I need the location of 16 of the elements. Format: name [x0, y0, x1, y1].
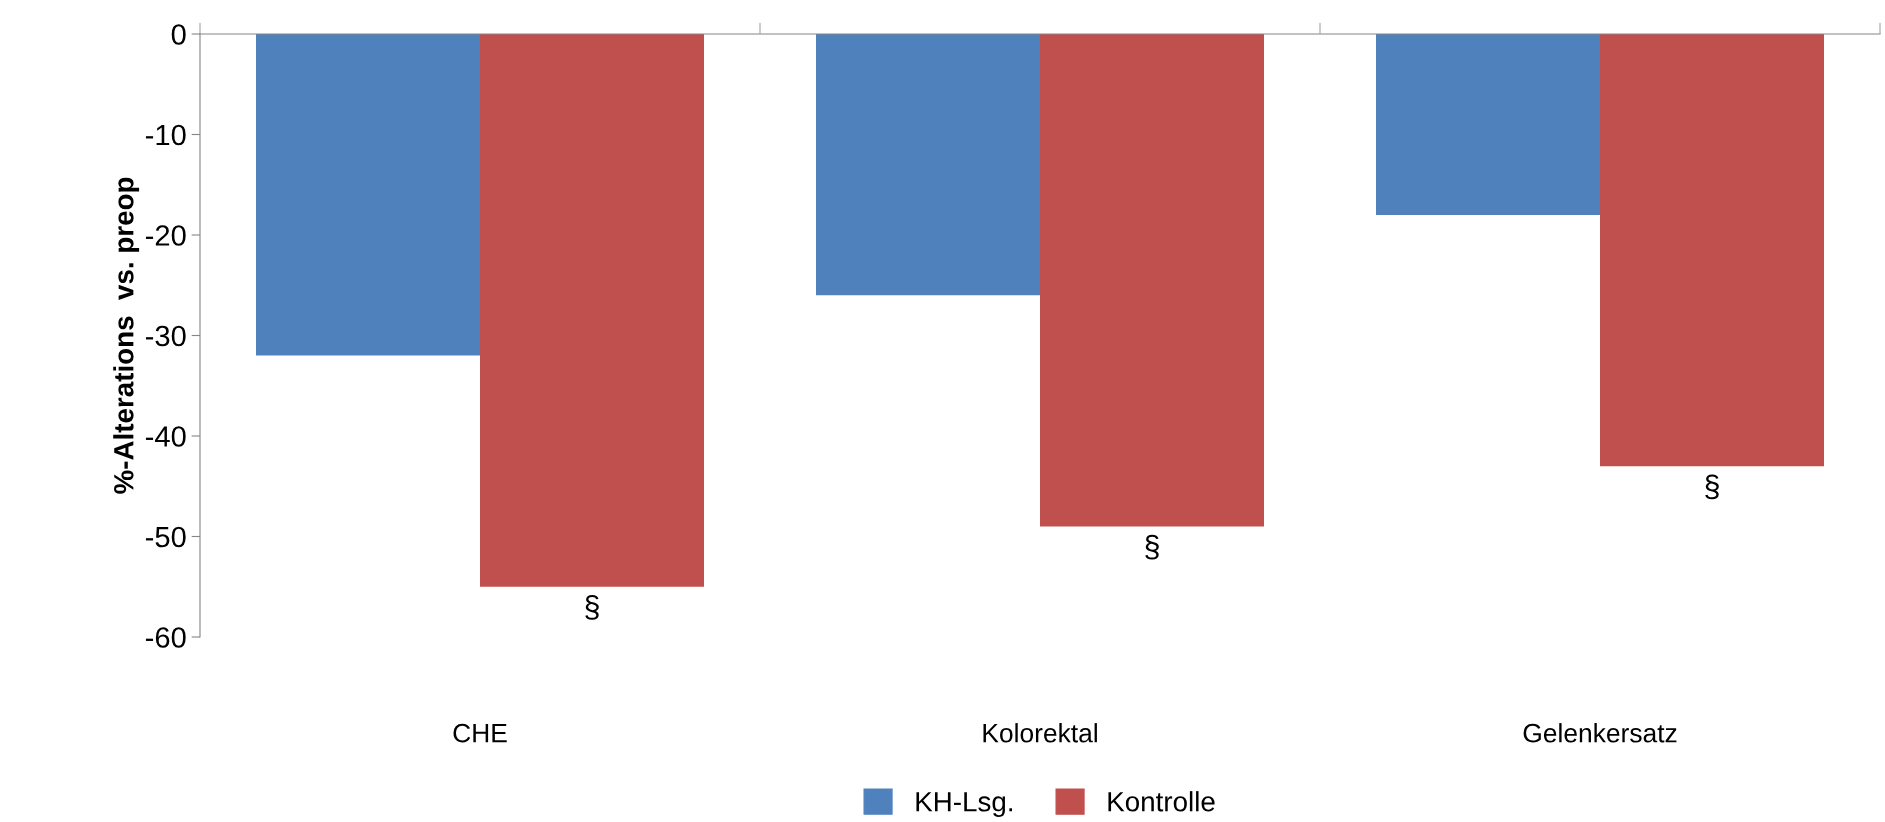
x-tick-label: Gelenkersatz	[1523, 723, 1677, 743]
y-tick-label: -60	[145, 627, 186, 648]
legend-label: KH-Lsg.	[916, 792, 1012, 818]
annotation: §	[585, 595, 599, 620]
y-tick-label: -40	[145, 426, 186, 447]
y-tick-label: 0	[171, 24, 186, 45]
annotation: §	[1145, 534, 1159, 560]
y-tick-label: -10	[145, 124, 186, 146]
legend-label: Kontrolle	[1108, 791, 1215, 812]
x-tick-label: CHE	[453, 723, 507, 743]
y-tick-label: -30	[145, 325, 186, 347]
annotation: §	[1705, 474, 1719, 500]
x-tick-label: Kolorektal	[983, 723, 1097, 743]
y-axis-title: %-Alterations vs. preop	[113, 177, 140, 494]
y-tick-label: -20	[145, 225, 186, 246]
y-tick-label: -50	[145, 526, 186, 548]
